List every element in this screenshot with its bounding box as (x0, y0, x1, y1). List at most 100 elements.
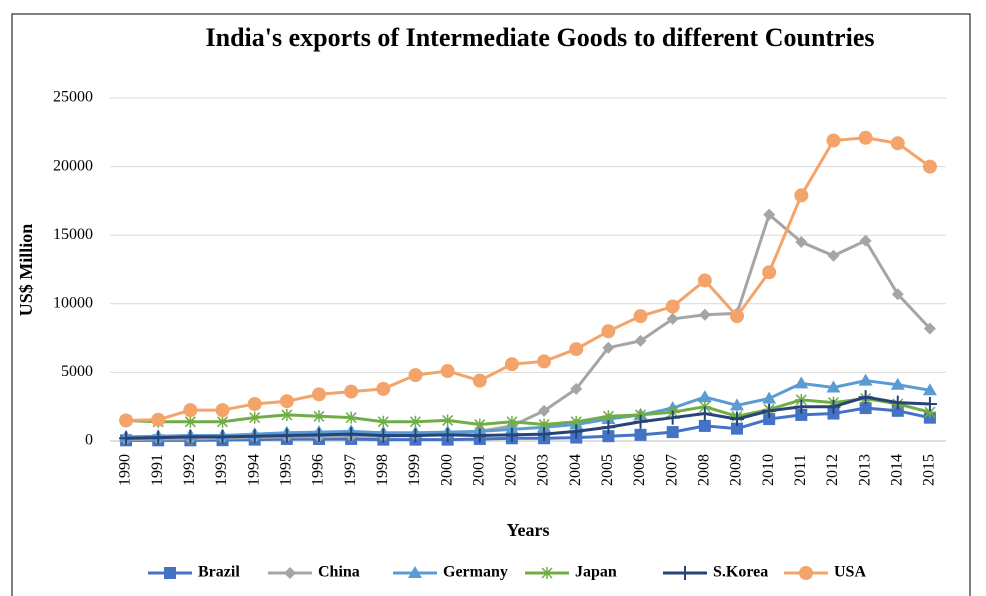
marker (731, 422, 743, 435)
marker (312, 387, 326, 402)
marker (923, 406, 936, 419)
marker (762, 403, 777, 418)
x-tick-label: 2002 (503, 454, 520, 486)
marker (858, 373, 873, 386)
marker (376, 428, 391, 443)
series (119, 130, 937, 428)
marker (826, 133, 841, 148)
marker (279, 428, 294, 443)
marker (763, 413, 776, 426)
marker (922, 396, 937, 411)
marker (697, 273, 712, 288)
marker (633, 414, 648, 429)
marker (795, 236, 808, 249)
marker (763, 208, 776, 221)
x-tick-label: 2001 (470, 454, 487, 486)
y-tick-label: 5000 (61, 363, 93, 380)
marker (537, 354, 552, 369)
x-tick-label: 2009 (728, 454, 745, 486)
marker (665, 410, 680, 425)
marker (409, 415, 422, 428)
x-tick-label: 1998 (374, 454, 391, 486)
legend-label: Brazil (198, 564, 240, 581)
marker (602, 341, 615, 354)
series-line (126, 379, 931, 439)
x-tick-label: 1993 (213, 454, 230, 486)
marker (247, 396, 262, 411)
legend-item: Brazil (148, 564, 240, 581)
x-tick-label: 2011 (792, 454, 809, 485)
y-tick-label: 20000 (53, 157, 93, 174)
marker (472, 428, 487, 443)
marker (376, 381, 391, 396)
marker (826, 380, 841, 393)
x-tick-label: 1996 (310, 454, 327, 486)
x-tick-label: 2000 (438, 454, 455, 486)
x-tick-label: 1992 (181, 454, 198, 486)
y-tick-label: 15000 (53, 226, 93, 243)
marker (151, 412, 166, 427)
marker (859, 402, 872, 415)
marker (795, 408, 808, 421)
marker (794, 376, 809, 389)
marker (890, 136, 905, 151)
marker (537, 427, 552, 442)
legend-item: S.Korea (663, 564, 768, 581)
legend-label: Japan (575, 564, 617, 581)
x-tick-label: 2014 (888, 454, 905, 486)
x-tick-label: 1994 (245, 454, 262, 486)
x-axis-label: Years (507, 520, 550, 540)
marker (890, 377, 905, 390)
marker (634, 428, 647, 441)
marker (280, 408, 293, 421)
marker (730, 412, 744, 427)
marker (408, 428, 423, 443)
x-tick-label: 1995 (278, 454, 295, 486)
marker (923, 322, 936, 335)
x-tick-label: 2015 (921, 454, 938, 486)
marker (601, 420, 616, 435)
marker (151, 430, 166, 445)
legend-label: USA (834, 564, 866, 581)
legend-label: China (318, 564, 360, 581)
marker (538, 418, 551, 431)
marker (183, 429, 198, 444)
marker (473, 418, 486, 431)
x-tick-label: 1997 (342, 454, 359, 486)
legend-item: Japan (525, 564, 617, 581)
marker (698, 419, 711, 432)
y-tick-label: 10000 (53, 294, 93, 311)
series (120, 208, 936, 446)
marker (184, 415, 197, 428)
marker (762, 391, 777, 404)
x-tick-label: 2004 (567, 454, 584, 486)
marker (826, 399, 841, 414)
legend-marker (284, 567, 296, 579)
marker (858, 390, 873, 405)
x-tick-label: 2006 (631, 454, 648, 486)
marker (890, 395, 905, 410)
marker (504, 427, 519, 442)
marker (504, 357, 519, 372)
legend-item: Germany (393, 564, 508, 581)
legend-marker (799, 566, 813, 580)
marker (827, 249, 840, 262)
marker (570, 415, 583, 428)
x-tick-label: 2005 (599, 454, 616, 486)
x-tick-label: 2008 (696, 454, 713, 486)
marker (602, 410, 615, 423)
marker (215, 403, 230, 418)
marker (665, 299, 680, 314)
series (120, 392, 936, 431)
marker (762, 265, 777, 280)
chart-title: India's exports of Intermediate Goods to… (206, 23, 875, 52)
marker (891, 288, 904, 301)
marker (440, 427, 455, 442)
marker (472, 373, 487, 388)
marker (697, 406, 712, 421)
marker (569, 424, 584, 439)
marker (602, 430, 615, 443)
x-tick-label: 2013 (856, 454, 873, 486)
marker (794, 188, 809, 203)
